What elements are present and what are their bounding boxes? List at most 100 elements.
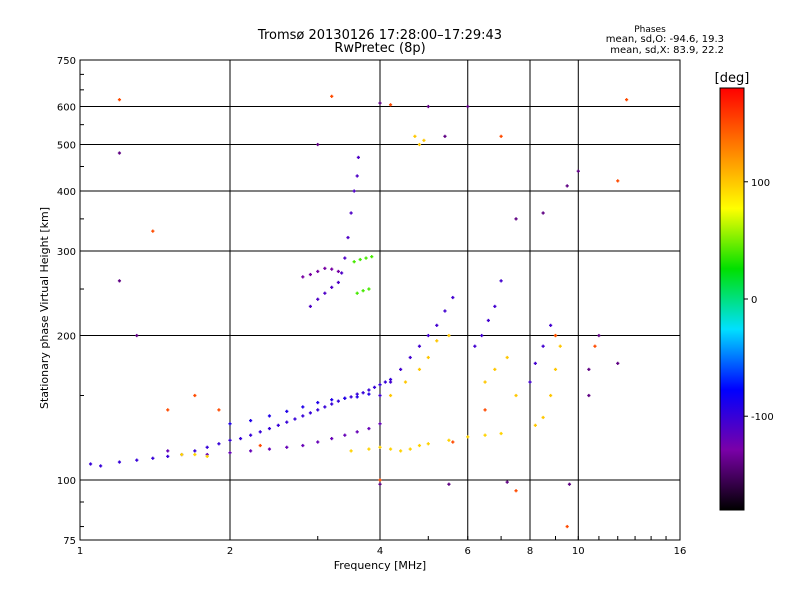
data-point [267, 414, 272, 418]
data-point [316, 269, 320, 274]
data-point [426, 442, 430, 446]
data-point [330, 398, 334, 402]
data-point [135, 458, 139, 462]
data-point [267, 447, 272, 451]
data-point [565, 184, 569, 188]
data-point [499, 279, 503, 283]
data-point [308, 411, 313, 415]
data-point [355, 395, 359, 399]
data-point [249, 418, 253, 423]
data-point [587, 367, 591, 372]
data-point [355, 174, 359, 178]
y-tick-label: 200 [57, 332, 76, 343]
data-point [336, 280, 340, 285]
data-point [451, 440, 455, 444]
y-tick-label: 400 [57, 187, 76, 198]
data-point [549, 323, 553, 327]
y-axis-label: Stationary phase Virtual Height [km] [38, 207, 51, 409]
colorbar-tick-label: 100 [751, 178, 770, 189]
data-point [558, 344, 562, 348]
data-point [616, 361, 620, 365]
data-point [249, 449, 253, 453]
data-point [399, 367, 403, 372]
data-point [330, 436, 334, 441]
y-tick-label: 75 [63, 536, 76, 547]
data-point [217, 408, 221, 412]
colorbar-tick-label: -100 [751, 412, 774, 423]
data-point [323, 291, 327, 295]
data-point [466, 104, 470, 109]
data-point [576, 169, 580, 173]
data-point [417, 367, 422, 372]
data-point [349, 211, 353, 215]
data-point [443, 134, 447, 138]
data-point [422, 138, 426, 142]
chart-title: Tromsø 20130126 17:28:00–17:29:43 [257, 28, 502, 43]
data-point [343, 396, 347, 400]
colorbar-tick-label: 0 [751, 295, 757, 306]
data-point [193, 449, 197, 453]
data-point [378, 383, 382, 387]
data-point [316, 440, 320, 444]
data-point [378, 422, 382, 426]
data-point [616, 179, 620, 183]
data-point [417, 344, 422, 348]
data-point [355, 291, 359, 295]
data-point [361, 289, 365, 293]
data-point [205, 445, 209, 449]
data-point [336, 269, 340, 274]
data-point [499, 134, 503, 138]
data-point [217, 442, 221, 446]
data-point [117, 98, 122, 102]
data-point [514, 489, 518, 493]
data-point [447, 438, 451, 442]
data-point [99, 464, 103, 468]
data-point [205, 454, 209, 459]
data-point [301, 414, 305, 418]
data-point [624, 98, 629, 102]
data-point [166, 449, 170, 453]
y-tick-label: 500 [57, 141, 76, 152]
data-point [493, 367, 497, 372]
data-point [435, 323, 439, 327]
data-point [435, 339, 439, 343]
x-tick-label: 16 [674, 546, 687, 557]
x-tick-label: 6 [465, 546, 471, 557]
data-point [316, 142, 320, 147]
data-point [417, 443, 422, 448]
data-point [340, 271, 344, 275]
data-point [480, 333, 484, 338]
data-point [378, 393, 382, 398]
data-point [336, 399, 340, 403]
data-point [587, 393, 591, 398]
data-point [466, 435, 470, 439]
data-point [541, 344, 545, 348]
data-point [151, 229, 155, 233]
data-point [249, 433, 253, 437]
data-point [267, 426, 272, 431]
data-point [367, 447, 371, 451]
data-point [541, 211, 545, 215]
data-point [565, 524, 569, 529]
title-block: Tromsø 20130126 17:28:00–17:29:43 RwPret… [257, 25, 724, 56]
data-point [372, 385, 377, 389]
data-point [426, 104, 430, 109]
data-point [166, 454, 170, 459]
data-point [193, 393, 197, 398]
data-point [316, 400, 320, 405]
data-point [228, 438, 232, 442]
data-point [358, 257, 362, 262]
x-tick-label: 2 [227, 546, 233, 557]
data-point [541, 415, 545, 420]
data-point [88, 462, 93, 466]
data-point [417, 142, 422, 147]
data-point [528, 380, 532, 384]
data-point [370, 255, 374, 259]
data-point [403, 380, 408, 384]
data-point [483, 380, 487, 384]
data-point [352, 189, 356, 193]
data-point [567, 482, 572, 486]
data-point [483, 433, 487, 437]
data-point [597, 333, 601, 338]
y-tick-label: 300 [57, 247, 76, 258]
